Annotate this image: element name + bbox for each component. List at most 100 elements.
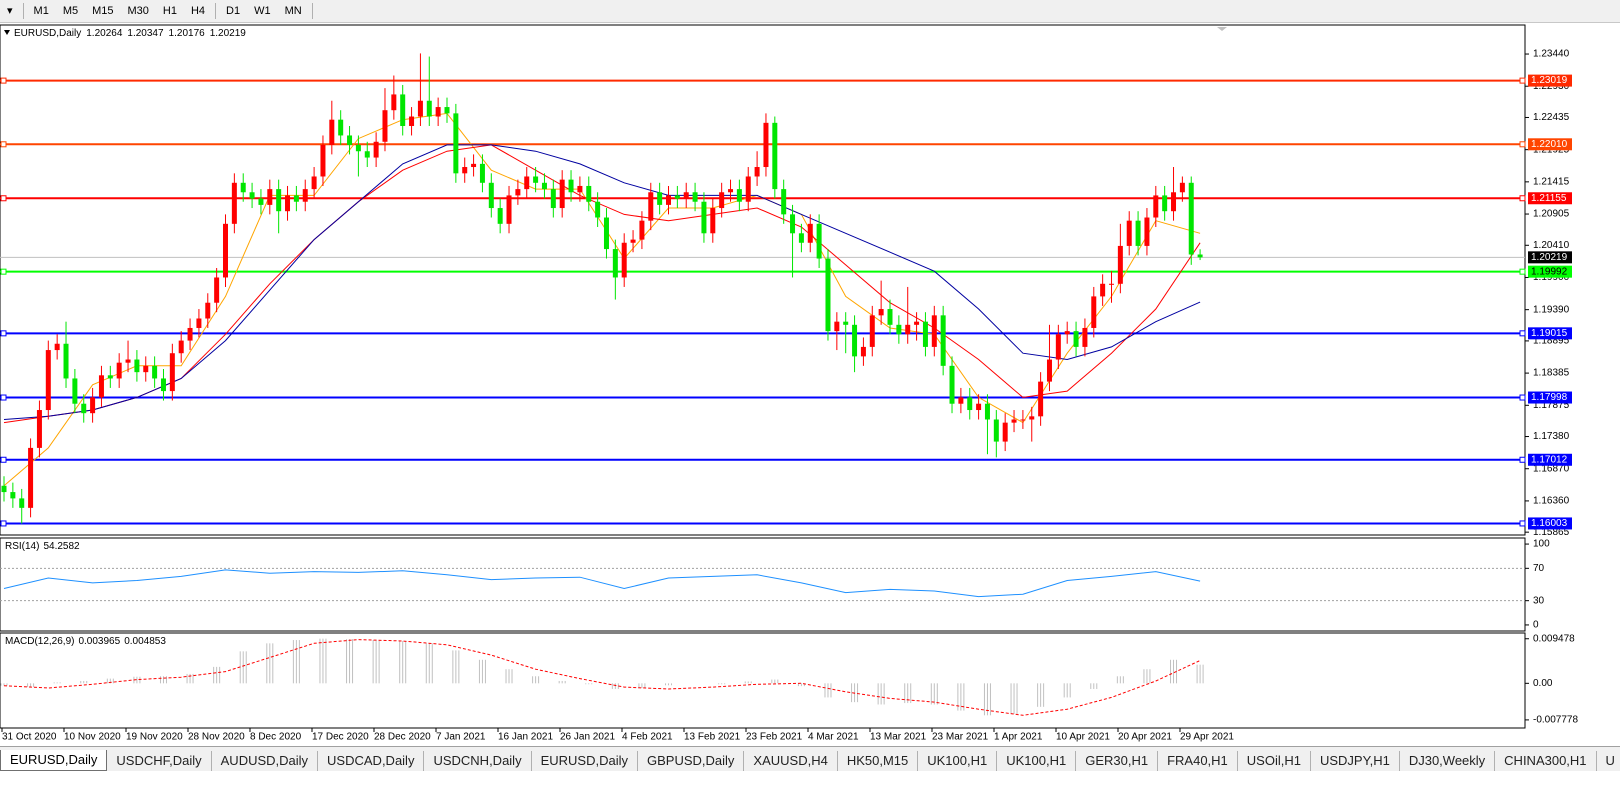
candle-body (1100, 283, 1106, 297)
header-arrow (4, 30, 10, 35)
candle-body (285, 195, 291, 212)
y-tick-label: 0 (1533, 620, 1539, 631)
candle-body (754, 167, 760, 177)
indicator-name: RSI(14) (5, 541, 39, 552)
level-handle (0, 330, 7, 337)
x-tick-label: 23 Mar 2021 (932, 732, 989, 743)
chart-tab[interactable]: FRA40,H1 (1158, 751, 1238, 771)
chart-tab[interactable]: EURUSD,Daily (0, 750, 108, 771)
timeframe-button[interactable]: D1 (226, 5, 241, 17)
candle-body (843, 321, 849, 325)
rsi-panel (0, 537, 1526, 632)
candle-body (160, 378, 166, 392)
y-tick-label: 0.00 (1533, 678, 1553, 689)
candle-body (1135, 220, 1141, 246)
candle-body (240, 182, 246, 193)
candle-body (63, 343, 69, 379)
candle-body (81, 403, 87, 414)
chart-tab[interactable]: HK50,M15 (838, 751, 919, 771)
candle-body (984, 403, 990, 420)
candle-body (852, 324, 858, 357)
candle-body (860, 346, 866, 357)
candle-body (471, 163, 477, 168)
candle-body (116, 362, 122, 379)
candle-body (745, 176, 751, 202)
chart-tab[interactable]: XAUUSD,H4 (744, 751, 838, 771)
timeframe-button[interactable]: MN (284, 5, 302, 17)
indicator-title: MACD(12,26,9) 0.003965 0.004853 (5, 636, 166, 647)
candle-body (621, 242, 627, 278)
chart-tab[interactable]: GER30,H1 (1076, 751, 1159, 771)
candle-body (1011, 419, 1017, 423)
chart-tab[interactable]: GBPUSD,Daily (638, 751, 745, 771)
level-label-box (1528, 391, 1572, 404)
candle-body (497, 208, 503, 224)
y-tick-label: 70 (1533, 563, 1545, 574)
chart-tab[interactable]: UK100,H1 (997, 751, 1077, 771)
chart-tab[interactable]: DJ30,Weekly (1400, 751, 1496, 771)
candle-body (1055, 334, 1061, 360)
candle-body (1082, 327, 1088, 347)
timeframe-button[interactable]: M30 (127, 5, 149, 17)
chart-tab[interactable]: UK100,H1 (918, 751, 998, 771)
candle-body (187, 327, 193, 341)
level-handle (1519, 268, 1526, 275)
candle-body (630, 239, 636, 243)
candle-body (28, 447, 34, 508)
chart-tab[interactable]: EURUSD,Daily (532, 751, 638, 771)
chart-tab[interactable]: U (1597, 751, 1620, 771)
chart-tab[interactable]: USDCHF,Daily (107, 751, 212, 771)
candle-body (639, 220, 645, 240)
chart-tab[interactable]: USDJPY,H1 (1311, 751, 1400, 771)
ohlc-close: 1.20219 (210, 28, 247, 39)
candle-body (444, 107, 450, 114)
candle-body (152, 365, 158, 379)
candle-body (276, 189, 282, 212)
chart-tab[interactable]: CHINA300,H1 (1495, 751, 1597, 771)
footer (0, 771, 1620, 796)
candle-body (728, 189, 734, 193)
moving-average (3, 144, 1201, 420)
candle-body (364, 151, 370, 158)
y-tick-label: 1.19390 (1533, 304, 1570, 315)
timeframe-button[interactable]: M1 (33, 5, 49, 17)
candle-body (825, 258, 831, 332)
chart-tab[interactable]: AUDUSD,Daily (212, 751, 319, 771)
y-tick-label: 1.21415 (1533, 176, 1570, 187)
candle-body (595, 201, 601, 218)
candle-body (311, 176, 317, 190)
candle-body (657, 192, 663, 205)
timeframe-button[interactable]: W1 (254, 5, 271, 17)
candle-body (798, 233, 804, 243)
x-tick-label: 10 Nov 2020 (64, 732, 121, 743)
candle-body (293, 195, 299, 202)
level-handle (1519, 195, 1526, 202)
candle-body (559, 179, 565, 209)
y-tick-label: 1.18385 (1533, 368, 1570, 379)
candle-body (267, 189, 273, 205)
chart-tab[interactable]: USOil,H1 (1238, 751, 1311, 771)
ohlc-low: 1.20176 (169, 28, 206, 39)
timeframe-button[interactable]: M15 (92, 5, 114, 17)
x-tick-label: 29 Apr 2021 (1180, 732, 1234, 743)
candle-body (205, 302, 211, 319)
y-tick-label: 1.20410 (1533, 240, 1570, 251)
indicator-name: MACD(12,26,9) (5, 636, 74, 647)
candle-body (586, 185, 592, 202)
candle-body (347, 135, 353, 145)
toolbar-menu[interactable]: ▾ (7, 5, 13, 17)
level-label-box (1528, 74, 1572, 87)
level-handle (1519, 394, 1526, 401)
level-label: 1.23019 (1531, 75, 1568, 86)
candle-body (72, 378, 78, 404)
candle-body (320, 144, 326, 177)
chart-tab[interactable]: USDCNH,Daily (424, 751, 532, 771)
timeframe-button[interactable]: M5 (62, 5, 79, 17)
x-tick-label: 28 Nov 2020 (188, 732, 245, 743)
candle-body (976, 403, 982, 411)
timeframe-button[interactable]: H4 (190, 5, 206, 17)
timeframe-button[interactable]: H1 (162, 5, 177, 17)
x-tick-label: 1 Apr 2021 (994, 732, 1043, 743)
chart-tab[interactable]: USDCAD,Daily (318, 751, 425, 771)
